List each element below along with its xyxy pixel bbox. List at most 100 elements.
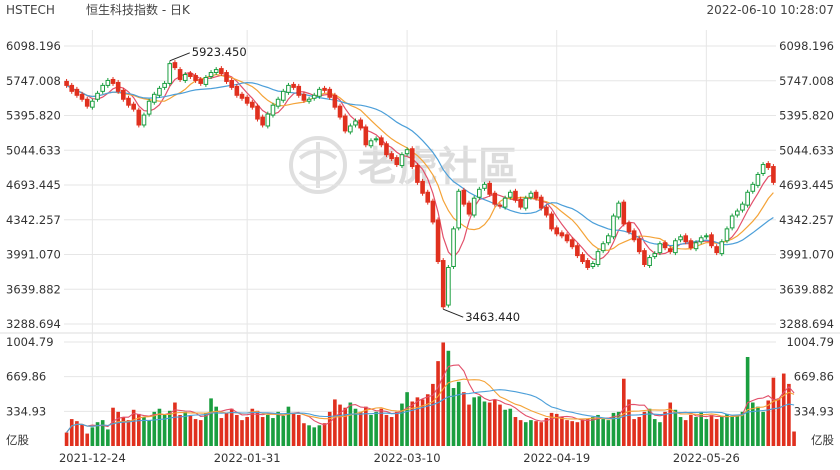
volume-bar	[627, 399, 631, 446]
volume-bar	[745, 356, 750, 446]
candle	[141, 112, 147, 128]
volume-bar	[317, 425, 322, 446]
candle-body	[477, 188, 482, 198]
candle	[306, 96, 312, 104]
volume-bar	[709, 414, 714, 446]
volume-bar	[735, 414, 740, 446]
candle-body	[461, 189, 467, 205]
price-tick-label: 5747.008	[6, 74, 61, 88]
candle-body	[559, 232, 565, 237]
candle	[626, 220, 632, 235]
volume-bar	[523, 422, 528, 446]
candle	[673, 238, 678, 256]
candle	[523, 195, 529, 211]
volume-bar	[147, 420, 151, 446]
candle	[327, 86, 333, 100]
volume-bar	[162, 414, 167, 446]
candle	[709, 232, 714, 249]
volume-bar	[327, 411, 332, 446]
candle	[378, 135, 384, 148]
volume-bar	[513, 417, 518, 446]
candle	[415, 163, 420, 185]
volume-bar	[281, 415, 286, 446]
candle-body	[306, 98, 312, 102]
volume-bar	[400, 403, 404, 446]
volume-bar	[446, 350, 451, 446]
timestamp: 2022-06-10 10:28:07	[707, 3, 834, 17]
price-tick-label: 3288.694	[6, 317, 61, 331]
volume-bar	[792, 431, 796, 446]
candle	[678, 234, 683, 243]
volume-bar	[714, 419, 719, 446]
volume-bar	[198, 420, 203, 446]
candle	[492, 190, 498, 207]
candle	[363, 124, 369, 148]
price-tick-label: 3639.882	[779, 282, 834, 296]
candle-body	[84, 98, 90, 107]
candle-body	[580, 254, 585, 263]
volume-ma-lines	[66, 364, 795, 433]
volume-bar	[456, 381, 461, 446]
volume-bar	[689, 414, 693, 446]
candle	[146, 98, 152, 117]
volume-bar	[405, 392, 409, 446]
volume-bar	[364, 406, 368, 446]
candle	[580, 252, 585, 265]
volume-bar	[152, 411, 157, 446]
volume-bar	[652, 419, 657, 446]
candle	[353, 118, 358, 128]
volume-bar	[431, 383, 435, 446]
candle	[394, 155, 400, 168]
candle	[255, 103, 260, 122]
candle	[621, 199, 627, 227]
volume-bar	[441, 342, 446, 446]
price-axis-right: 6098.196 5747.008 5395.820 5044.633 4693.445…	[779, 39, 834, 331]
candle-body	[760, 164, 766, 174]
candle-body	[528, 192, 534, 198]
candle	[549, 211, 554, 232]
volume-bar	[142, 417, 146, 446]
candle	[765, 161, 771, 171]
volume-bar	[420, 399, 425, 446]
volume-bar	[157, 408, 162, 446]
candle-body	[446, 266, 451, 306]
candle	[451, 226, 456, 269]
candle	[90, 98, 95, 110]
candle	[642, 248, 647, 267]
candle-body	[136, 109, 142, 126]
candle-body	[317, 88, 322, 97]
volume-tick-label: 669.86	[794, 370, 834, 384]
candle	[409, 146, 415, 170]
candle-body	[394, 157, 400, 166]
candle	[657, 241, 663, 256]
candle-body	[146, 100, 152, 115]
candle	[157, 85, 162, 98]
candle	[740, 201, 745, 213]
candle-body	[167, 63, 173, 84]
candle-body	[523, 197, 529, 209]
candle-body	[322, 87, 327, 91]
candle-body	[229, 79, 234, 88]
candle-body	[492, 192, 498, 205]
volume-bar	[503, 409, 507, 446]
volume-bar	[482, 401, 487, 446]
volume-bar	[333, 399, 337, 446]
candle	[544, 204, 549, 218]
candle	[358, 117, 363, 131]
candle-body	[683, 235, 689, 243]
candle-body	[724, 228, 730, 242]
candle-body	[327, 88, 333, 98]
candle	[74, 86, 80, 98]
candle-body	[549, 213, 554, 230]
candle	[69, 82, 75, 94]
volume-bar	[384, 414, 389, 446]
volume-ma10-line	[66, 378, 795, 433]
candle	[224, 70, 229, 84]
volume-axis: 1004.79 1004.79 669.86 669.86 334.93 334.93 亿股…	[6, 335, 834, 447]
candle	[440, 258, 446, 310]
candle	[662, 240, 668, 251]
volume-bar	[322, 423, 327, 446]
candle-body	[538, 196, 544, 209]
volume-bar	[761, 411, 765, 446]
